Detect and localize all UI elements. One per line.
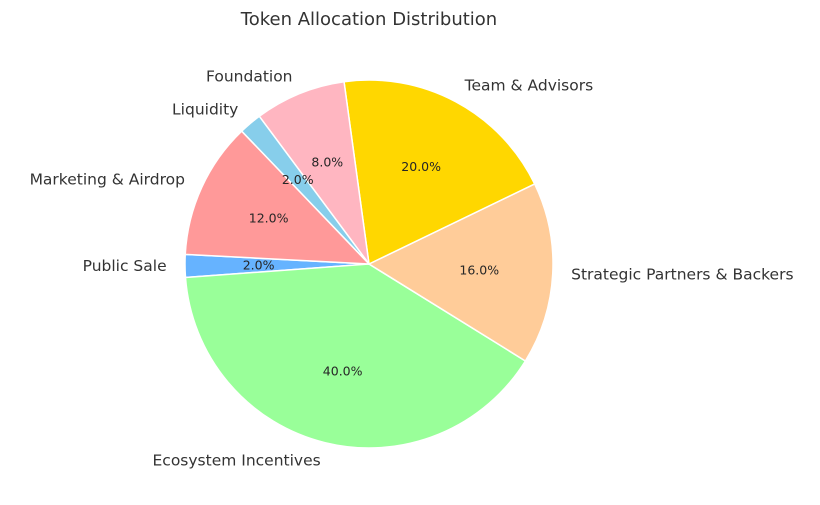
pct-marketing-and-airdrop: 12.0% [249, 211, 289, 226]
slice-foundation [258, 80, 370, 265]
pie-slices [184, 79, 554, 449]
label-team-and-advisors: Team & Advisors [464, 77, 594, 95]
label-foundation: Foundation [206, 68, 293, 86]
pct-strategic-partners-and-backers: 16.0% [459, 262, 499, 277]
pct-foundation: 8.0% [311, 154, 343, 169]
chart-title: Token Allocation Distribution [240, 9, 497, 30]
label-public-sale: Public Sale [83, 257, 167, 275]
slice-marketing-and-airdrop [184, 130, 371, 265]
pie-labels: Public Sale 2.0% Ecosystem Incentives 40.0%… [30, 68, 794, 470]
label-strategic-partners-and-backers: Strategic Partners & Backers [571, 266, 793, 284]
pct-public-sale: 2.0% [243, 258, 275, 273]
slice-ecosystem-incentives [184, 263, 527, 449]
label-liquidity: Liquidity [172, 100, 238, 118]
label-ecosystem-incentives: Ecosystem Incentives [153, 452, 321, 470]
pct-ecosystem-incentives: 40.0% [323, 364, 363, 379]
label-marketing-and-airdrop: Marketing & Airdrop [30, 171, 185, 189]
pct-liquidity: 2.0% [282, 172, 314, 187]
slice-strategic-partners-and-backers [367, 182, 554, 362]
slice-team-and-advisors [343, 79, 536, 266]
pct-team-and-advisors: 20.0% [401, 159, 441, 174]
